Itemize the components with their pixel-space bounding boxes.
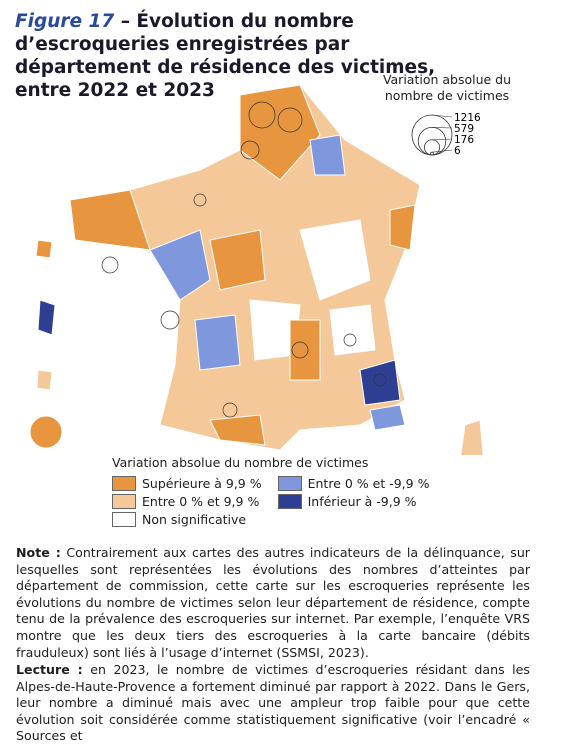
figure-label: Figure 17 <box>15 11 115 32</box>
legend-swatch <box>112 511 136 527</box>
region <box>329 304 376 356</box>
region <box>359 359 401 406</box>
legend-item: Non significative <box>112 510 262 528</box>
figure-title-text: – Évolution du nombre d’escroqueries enr… <box>15 11 436 101</box>
region <box>299 219 371 301</box>
legend-swatch <box>112 493 136 509</box>
corsica <box>460 419 484 455</box>
legend-label: Supérieure à 9,9 % <box>142 475 262 491</box>
size-legend-circle <box>430 151 434 156</box>
circle <box>101 256 119 274</box>
circle <box>277 107 303 133</box>
size-legend-label: 6 <box>454 145 461 157</box>
size-legend-label: 579 <box>454 123 474 135</box>
mayotte <box>36 369 53 391</box>
lecture-text: en 2023, le nombre de victimes d’escroqu… <box>16 662 530 744</box>
region <box>69 189 151 251</box>
leader-line <box>431 114 453 118</box>
size-legend-label: 176 <box>454 134 474 146</box>
legend-swatch <box>277 493 302 509</box>
page: {"figure": {"label": "Figure 17", "title… <box>15 10 530 744</box>
note-label: Note : <box>16 545 61 560</box>
note-text: Contrairement aux cartes des autres indi… <box>16 545 530 660</box>
color-legend-items: Supérieure à 9,9 % Entre 0 % et 9,9 % Non … <box>112 474 429 528</box>
circle <box>193 193 207 207</box>
legend-label: Entre 0 % et -9,9 % <box>307 475 430 491</box>
martinique <box>37 299 56 336</box>
leader-line <box>431 127 453 129</box>
circle <box>373 373 387 387</box>
color-legend: Variation absolue du nombre de victimes … <box>112 455 429 528</box>
region <box>194 314 241 371</box>
size-legend-title: Variation absolue du nombre de victimes <box>382 72 512 103</box>
legend-item: Entre 0 % et -9,9 % <box>277 474 430 492</box>
region <box>209 414 266 446</box>
legend-item: Entre 0 % et 9,9 % <box>112 492 262 510</box>
france-map <box>69 84 484 455</box>
circle <box>291 341 309 359</box>
lecture-label: Lecture : <box>16 662 83 677</box>
circle <box>222 402 238 418</box>
region <box>239 84 321 181</box>
size-legend-circle <box>423 139 441 156</box>
color-legend-title: Variation absolue du nombre de victimes <box>112 455 369 470</box>
figure-title: Figure 17 – Évolution du nombre d’escroq… <box>15 10 465 102</box>
legend-label: Inférieur à -9,9 % <box>307 493 417 509</box>
guadeloupe <box>35 239 53 259</box>
page-body: Figure 17 – Évolution du nombre d’escroq… <box>15 10 530 744</box>
circle <box>248 101 276 129</box>
proportional-circles <box>101 101 387 418</box>
region <box>289 319 321 381</box>
circle <box>343 333 357 347</box>
circle <box>160 310 180 330</box>
region <box>389 204 416 251</box>
legend-label: Non significative <box>142 511 247 527</box>
region <box>369 404 406 431</box>
circle <box>240 140 260 160</box>
legend-item: Inférieur à -9,9 % <box>277 492 430 510</box>
leader-line <box>431 149 453 153</box>
legend-item: Supérieure à 9,9 % <box>112 474 262 492</box>
overseas <box>29 239 63 449</box>
legend-swatch <box>277 475 302 491</box>
region <box>149 229 211 301</box>
leader-line <box>431 138 453 141</box>
legend-label: Entre 0 % et 9,9 % <box>142 493 260 509</box>
size-legend-circle <box>411 114 453 156</box>
lecture: Lecture : en 2023, le nombre de victimes… <box>16 662 530 745</box>
note: Note : Contrairement aux cartes des autr… <box>16 545 530 661</box>
region <box>209 229 266 291</box>
region <box>309 134 346 176</box>
legend-swatch <box>112 475 136 491</box>
size-legend-label: 1216 <box>454 112 481 124</box>
reunion <box>29 415 63 449</box>
